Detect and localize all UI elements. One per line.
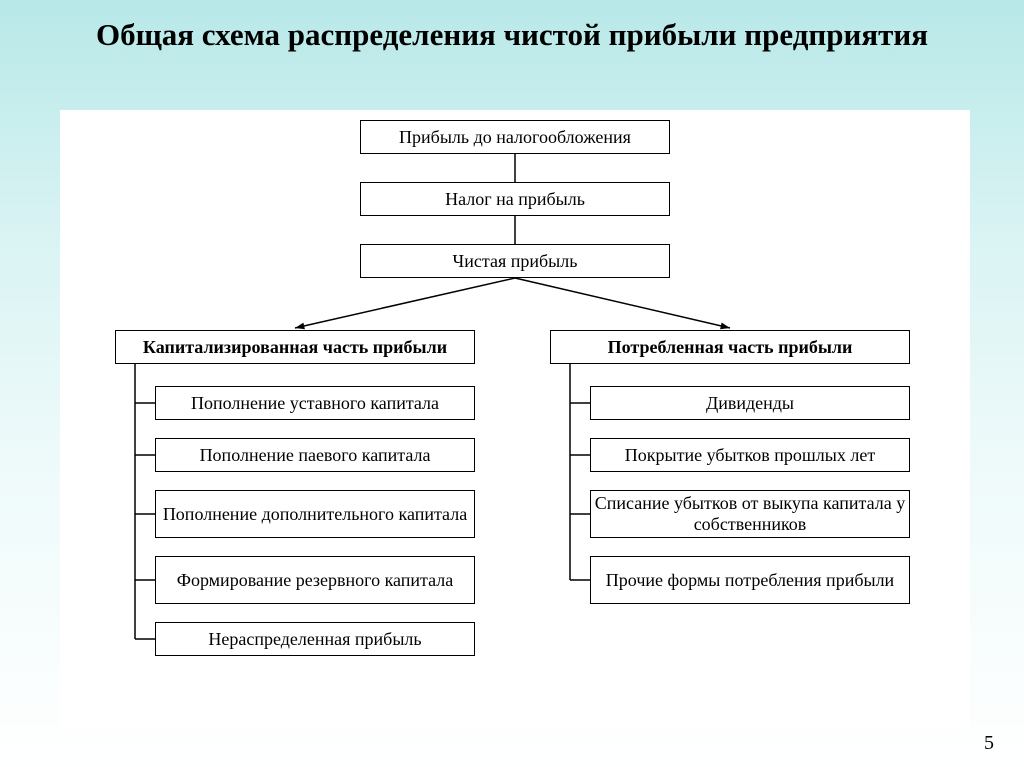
node-l0: Капитализированная часть прибыли (115, 330, 475, 364)
page-number: 5 (984, 732, 994, 755)
node-n2: Налог на прибыль (360, 182, 670, 216)
diagram-canvas: Прибыль до налогообложения Налог на прибы… (60, 110, 970, 730)
node-r2: Покрытие убытков прошлых лет (590, 438, 910, 472)
node-r3: Списание убытков от выкупа капитала у со… (590, 490, 910, 538)
node-l5: Нераспределенная прибыль (155, 622, 475, 656)
node-r0: Потребленная часть прибыли (550, 330, 910, 364)
node-l3: Пополнение дополнительного капитала (155, 490, 475, 538)
node-l1: Пополнение уставного капитала (155, 386, 475, 420)
node-r4: Прочие формы потребления прибыли (590, 556, 910, 604)
node-n1: Прибыль до налогообложения (360, 120, 670, 154)
node-l4: Формирование резервного капитала (155, 556, 475, 604)
node-n3: Чистая прибыль (360, 244, 670, 278)
slide-title: Общая схема распределения чистой прибыли… (0, 0, 1024, 65)
node-l2: Пополнение паевого капитала (155, 438, 475, 472)
node-r1: Дивиденды (590, 386, 910, 420)
